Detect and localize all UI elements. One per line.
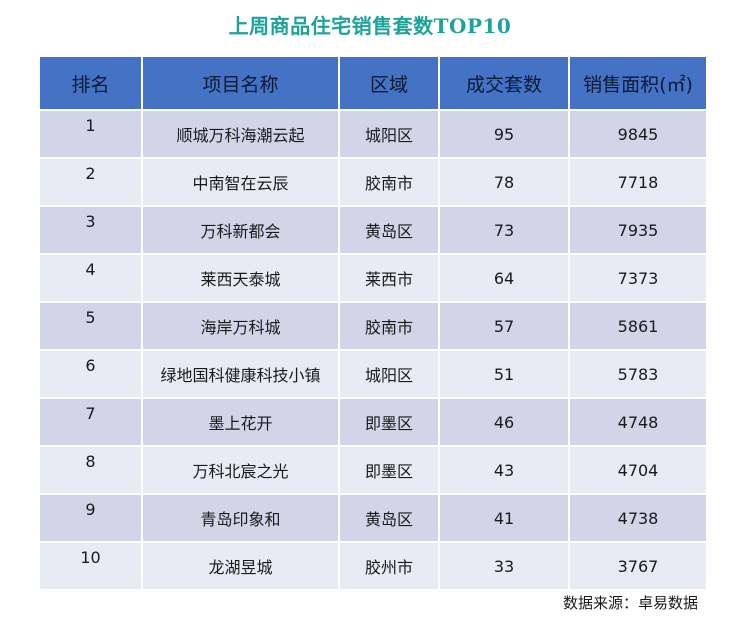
header-units-sold: 成交套数 [440, 57, 570, 109]
cell-district: 胶南市 [340, 303, 440, 349]
cell-sales-area: 4748 [570, 399, 706, 445]
header-project-name: 项目名称 [143, 57, 340, 109]
cell-district: 黄岛区 [340, 207, 440, 253]
table-header-row: 排名 项目名称 区域 成交套数 销售面积(㎡) [40, 57, 706, 109]
cell-sales-area: 4738 [570, 495, 706, 541]
cell-sales-area: 3767 [570, 543, 706, 589]
cell-rank: 3 [40, 207, 143, 253]
cell-district: 胶南市 [340, 159, 440, 205]
cell-district: 即墨区 [340, 447, 440, 493]
cell-project-name: 青岛印象和 [143, 495, 340, 541]
cell-district: 城阳区 [340, 111, 440, 157]
cell-district: 城阳区 [340, 351, 440, 397]
cell-project-name: 顺城万科海潮云起 [143, 111, 340, 157]
sales-table: 排名 项目名称 区域 成交套数 销售面积(㎡) 1 顺城万科海潮云起 城阳区 95 98… [40, 55, 706, 591]
cell-sales-area: 5783 [570, 351, 706, 397]
cell-units-sold: 64 [440, 255, 570, 301]
table-row: 6 绿地国科健康科技小镇 城阳区 51 5783 [40, 351, 706, 397]
cell-project-name: 墨上花开 [143, 399, 340, 445]
cell-units-sold: 46 [440, 399, 570, 445]
page-title: 上周商品住宅销售套数TOP10 [228, 14, 512, 38]
table-row: 10 龙湖昱城 胶州市 33 3767 [40, 543, 706, 589]
cell-units-sold: 73 [440, 207, 570, 253]
cell-project-name: 海岸万科城 [143, 303, 340, 349]
table-row: 7 墨上花开 即墨区 46 4748 [40, 399, 706, 445]
cell-units-sold: 43 [440, 447, 570, 493]
cell-project-name: 龙湖昱城 [143, 543, 340, 589]
cell-rank: 1 [40, 111, 143, 157]
cell-project-name: 中南智在云辰 [143, 159, 340, 205]
cell-rank: 4 [40, 255, 143, 301]
table-row: 5 海岸万科城 胶南市 57 5861 [40, 303, 706, 349]
cell-project-name: 万科北宸之光 [143, 447, 340, 493]
table-row: 4 莱西天泰城 莱西市 64 7373 [40, 255, 706, 301]
cell-district: 胶州市 [340, 543, 440, 589]
data-source-note: 数据来源：卓易数据 [562, 594, 698, 612]
cell-units-sold: 41 [440, 495, 570, 541]
cell-rank: 5 [40, 303, 143, 349]
cell-district: 莱西市 [340, 255, 440, 301]
header-district: 区域 [340, 57, 440, 109]
cell-rank: 9 [40, 495, 143, 541]
cell-project-name: 莱西天泰城 [143, 255, 340, 301]
cell-rank: 8 [40, 447, 143, 493]
cell-district: 黄岛区 [340, 495, 440, 541]
cell-sales-area: 7718 [570, 159, 706, 205]
cell-units-sold: 33 [440, 543, 570, 589]
table-body: 1 顺城万科海潮云起 城阳区 95 9845 2 中南智在云辰 胶南市 78 7718 3 万科新都会… [40, 111, 706, 589]
table-row: 1 顺城万科海潮云起 城阳区 95 9845 [40, 111, 706, 157]
cell-project-name: 绿地国科健康科技小镇 [143, 351, 340, 397]
table-row: 2 中南智在云辰 胶南市 78 7718 [40, 159, 706, 205]
table-row: 8 万科北宸之光 即墨区 43 4704 [40, 447, 706, 493]
cell-rank: 6 [40, 351, 143, 397]
table-row: 3 万科新都会 黄岛区 73 7935 [40, 207, 706, 253]
cell-units-sold: 78 [440, 159, 570, 205]
cell-units-sold: 51 [440, 351, 570, 397]
cell-sales-area: 7373 [570, 255, 706, 301]
cell-sales-area: 9845 [570, 111, 706, 157]
cell-district: 即墨区 [340, 399, 440, 445]
table-row: 9 青岛印象和 黄岛区 41 4738 [40, 495, 706, 541]
header-rank: 排名 [40, 57, 143, 109]
cell-rank: 10 [40, 543, 143, 589]
cell-units-sold: 57 [440, 303, 570, 349]
cell-units-sold: 95 [440, 111, 570, 157]
cell-sales-area: 4704 [570, 447, 706, 493]
cell-sales-area: 5861 [570, 303, 706, 349]
cell-sales-area: 7935 [570, 207, 706, 253]
cell-rank: 2 [40, 159, 143, 205]
cell-rank: 7 [40, 399, 143, 445]
header-sales-area: 销售面积(㎡) [570, 57, 706, 109]
cell-project-name: 万科新都会 [143, 207, 340, 253]
